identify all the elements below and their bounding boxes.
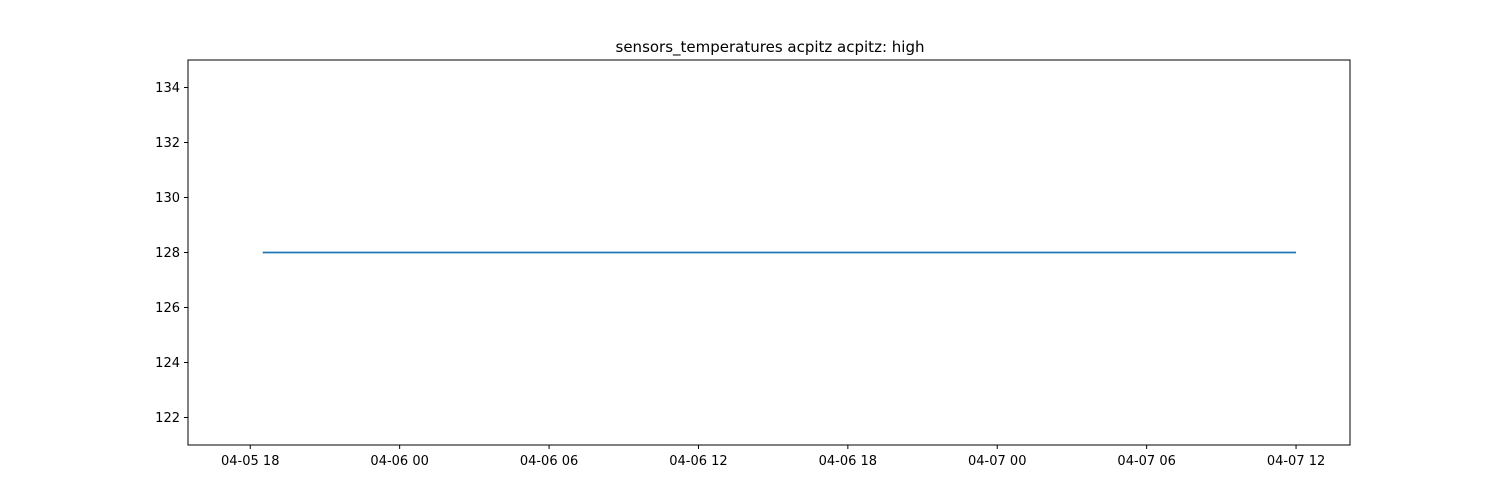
y-tick-label: 128 xyxy=(155,246,180,261)
y-tick-label: 124 xyxy=(155,356,180,371)
x-axis: 04-05 18 04-06 00 04-06 06 04-06 12 04-06 18… xyxy=(221,445,1325,469)
y-tick-label: 130 xyxy=(155,191,180,206)
chart-title: sensors_temperatures acpitz acpitz: high xyxy=(616,38,925,57)
y-tick-label: 126 xyxy=(155,301,180,316)
x-tick-label: 04-06 00 xyxy=(370,454,428,469)
y-tick-label: 122 xyxy=(155,411,180,426)
x-tick-label: 04-06 12 xyxy=(669,454,727,469)
x-tick-label: 04-07 12 xyxy=(1267,454,1325,469)
x-tick-label: 04-06 06 xyxy=(520,454,578,469)
x-tick-label: 04-07 00 xyxy=(968,454,1026,469)
y-tick-label: 134 xyxy=(155,81,180,96)
x-tick-label: 04-06 18 xyxy=(819,454,877,469)
y-axis: 122 124 126 128 130 132 134 xyxy=(155,81,188,426)
x-tick-label: 04-05 18 xyxy=(221,454,279,469)
x-tick-label: 04-07 06 xyxy=(1117,454,1175,469)
y-tick-label: 132 xyxy=(155,136,180,151)
